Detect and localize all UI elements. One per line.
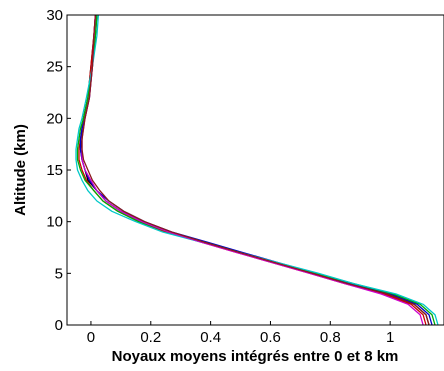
x-tick-label: 1 <box>386 329 394 346</box>
y-tick-label: 15 <box>46 162 63 179</box>
x-tick-label: 0.2 <box>140 329 161 346</box>
profile-line-5 <box>75 14 439 326</box>
y-tick-label: 5 <box>55 265 63 282</box>
profile-line-3 <box>79 14 433 326</box>
x-tick-label: 0.4 <box>200 329 221 346</box>
y-tick-label: 0 <box>55 317 63 334</box>
plot-lines <box>75 14 439 326</box>
x-axis: 0 0.2 0.4 0.6 0.8 1 <box>87 321 394 346</box>
x-tick-label: 0.8 <box>320 329 341 346</box>
profile-line-7 <box>81 14 430 326</box>
x-tick-label: 0.6 <box>260 329 281 346</box>
profile-line-2 <box>78 14 427 326</box>
y-axis: 0 5 10 15 20 25 30 <box>46 7 71 334</box>
y-axis-title: Altitude (km) <box>12 124 29 216</box>
plot-frame <box>66 14 444 326</box>
x-tick-label: 0 <box>87 329 95 346</box>
profile-line-6 <box>81 14 424 326</box>
y-tick-label: 20 <box>46 110 63 127</box>
profile-line-1 <box>79 14 430 326</box>
profile-line-4 <box>76 14 436 326</box>
x-axis-title: Noyaux moyens intégrés entre 0 et 8 km <box>112 348 399 365</box>
y-tick-label: 25 <box>46 59 63 76</box>
y-tick-label: 30 <box>46 7 63 24</box>
y-tick-label: 10 <box>46 214 63 231</box>
